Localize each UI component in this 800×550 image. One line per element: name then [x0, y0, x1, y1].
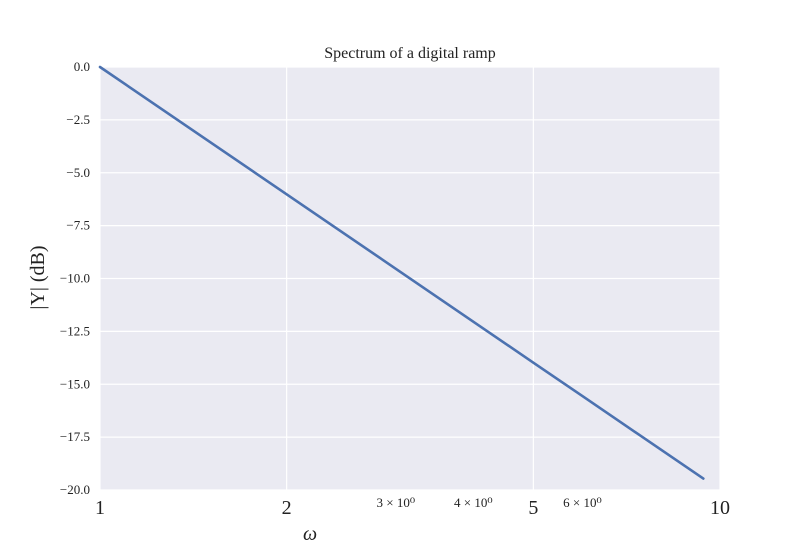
y-axis-label: |Y| (dB) [27, 245, 49, 309]
y-tick-label: −2.5 [66, 112, 90, 127]
y-tick-label: −20.0 [60, 482, 90, 497]
y-tick-label: −12.5 [60, 323, 90, 338]
series-line [98, 65, 705, 480]
x-minor-tick-label: 4 × 10⁰ [454, 495, 493, 510]
x-tick-label: 10 [710, 497, 730, 519]
y-tick-label: −7.5 [66, 218, 90, 233]
grid [99, 66, 721, 491]
series-layer [98, 65, 705, 480]
x-tick-label: 5 [528, 497, 538, 519]
chart-title: Spectrum of a digital ramp [324, 45, 496, 62]
x-tick-label: 2 [282, 497, 292, 519]
x-minor-tick-label: 3 × 10⁰ [377, 495, 416, 510]
tick-labels: 0.0 −2.5 −5.0 −7.5 −10.0 −12.5 −15.0 −17.5 −20.0… [60, 59, 730, 519]
x-minor-tick-label: 6 × 10⁰ [563, 495, 602, 510]
y-tick-label: −17.5 [60, 429, 90, 444]
y-tick-label: 0.0 [74, 59, 90, 74]
x-tick-label: 1 [95, 497, 105, 519]
y-tick-label: −5.0 [66, 165, 90, 180]
y-tick-label: −10.0 [60, 271, 90, 286]
y-tick-label: −15.0 [60, 376, 90, 391]
x-axis-label: ω [303, 523, 317, 545]
